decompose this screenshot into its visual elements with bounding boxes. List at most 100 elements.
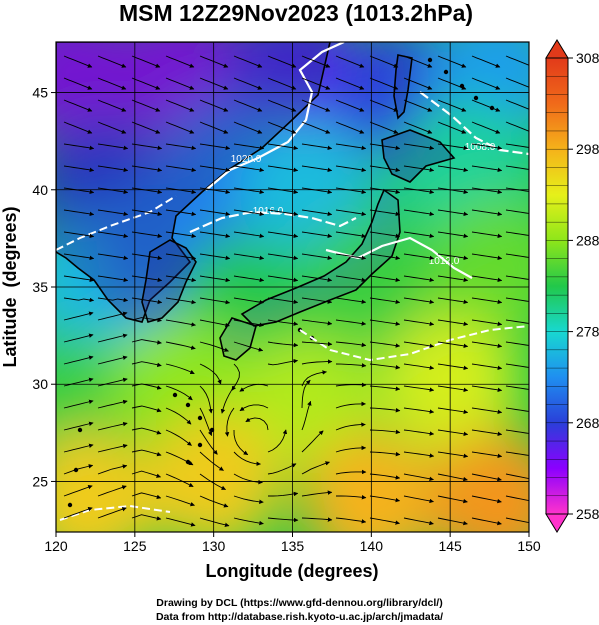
streamline-99 xyxy=(97,209,129,217)
streamline-223 xyxy=(505,385,529,390)
streamline-8 xyxy=(335,55,365,68)
x-tick-label-150: 150 xyxy=(517,538,541,554)
streamline-139 xyxy=(505,253,529,258)
streamline-247 xyxy=(369,429,401,435)
streamline-49 xyxy=(301,121,331,134)
streamline-112 xyxy=(63,231,95,239)
colorbar-min-extend xyxy=(545,513,569,533)
streamline-277 xyxy=(437,473,468,482)
streamline-97 xyxy=(505,187,529,192)
streamline-33 xyxy=(233,99,263,112)
streamline-295 xyxy=(97,507,127,519)
streamline-13 xyxy=(505,55,529,66)
streamline-182 xyxy=(63,333,94,343)
streamline-219 xyxy=(369,385,401,391)
streamline-127 xyxy=(97,253,129,261)
streamline-61 xyxy=(233,143,265,151)
streamline-221 xyxy=(437,385,469,393)
streamline-266 xyxy=(63,464,94,475)
streamline-108 xyxy=(403,209,435,217)
streamline-210 xyxy=(63,377,94,387)
streamline-301 xyxy=(301,517,333,522)
streamline-47 xyxy=(233,121,263,134)
isobar-extra-0 xyxy=(56,195,177,251)
shikoku-kyushu xyxy=(219,317,257,361)
colorbar: 308 298 288 278 268 258 xyxy=(545,39,599,533)
streamline-24 xyxy=(403,77,433,90)
streamline-180 xyxy=(471,319,503,327)
streamline-198 xyxy=(131,361,162,367)
streamline-272 xyxy=(267,463,297,475)
sakhalin xyxy=(393,54,413,120)
streamline-128 xyxy=(131,253,163,261)
chart-title: MSM 12Z29Nov2023 (1013.2hPa) xyxy=(119,0,473,26)
colorbar-tick-label-298: 298 xyxy=(576,141,599,157)
streamline-26 xyxy=(471,77,501,90)
streamline-178 xyxy=(403,319,435,327)
streamline-143 xyxy=(165,275,197,283)
streamline-192 xyxy=(403,341,435,349)
streamline-6 xyxy=(267,55,297,68)
streamline-45 xyxy=(165,121,195,134)
streamline-77 xyxy=(301,165,333,173)
streamline-212 xyxy=(131,383,162,390)
streamline-53 xyxy=(437,121,467,134)
streamline-287 xyxy=(301,490,333,497)
streamline-209 xyxy=(505,363,529,368)
streamline-170 xyxy=(131,317,162,323)
streamline-236 xyxy=(471,407,503,415)
streamline-185 xyxy=(165,341,196,350)
streamline-197 xyxy=(97,355,128,365)
streamline-165 xyxy=(437,297,469,305)
isobar-extra-2 xyxy=(59,504,171,521)
streamline-238 xyxy=(63,421,94,431)
streamline-14 xyxy=(63,77,93,90)
x-tick-label-135: 135 xyxy=(281,538,305,554)
streamline-279 xyxy=(505,473,529,480)
streamline-251 xyxy=(505,429,529,434)
streamline-207 xyxy=(437,363,469,371)
streamline-130 xyxy=(199,253,231,261)
streamline-230 xyxy=(239,404,269,412)
streamline-102 xyxy=(199,209,231,217)
streamline-152 xyxy=(471,275,503,283)
isobar-1 xyxy=(189,210,357,234)
colorbar-tick-label-268: 268 xyxy=(576,415,599,431)
streamline-58 xyxy=(131,143,163,151)
streamline-145 xyxy=(233,275,265,283)
streamline-150 xyxy=(403,275,435,283)
streamline-115 xyxy=(165,231,197,239)
streamline-125 xyxy=(505,231,529,236)
streamline-89 xyxy=(233,187,265,195)
streamline-144 xyxy=(199,275,231,283)
x-tick-label-120: 120 xyxy=(44,538,68,554)
island-1 xyxy=(185,402,191,408)
streamline-244 xyxy=(245,417,269,431)
streamline-121 xyxy=(369,231,401,239)
streamline-17 xyxy=(165,77,195,90)
streamline-109 xyxy=(437,209,469,217)
asia-mainland xyxy=(56,42,331,323)
land-masses xyxy=(56,42,495,508)
streamline-37 xyxy=(369,99,399,112)
streamline-304 xyxy=(403,517,434,526)
streamline-167 xyxy=(505,297,529,302)
streamline-2 xyxy=(131,55,161,68)
streamline-249 xyxy=(437,429,469,437)
streamline-41 xyxy=(505,99,529,110)
streamline-100 xyxy=(131,209,163,217)
streamline-191 xyxy=(369,341,401,348)
streamline-240 xyxy=(131,427,162,435)
streamline-297 xyxy=(165,517,196,527)
streamline-168 xyxy=(63,311,94,321)
streamline-70 xyxy=(63,165,95,173)
streamline-153 xyxy=(505,275,529,280)
streamline-163 xyxy=(369,297,401,305)
streamline-229 xyxy=(224,407,235,437)
streamline-138 xyxy=(471,253,503,261)
colorbar-max-extend xyxy=(545,39,569,59)
streamline-213 xyxy=(165,385,193,401)
streamline-220 xyxy=(403,385,435,392)
streamline-292 xyxy=(471,495,502,504)
